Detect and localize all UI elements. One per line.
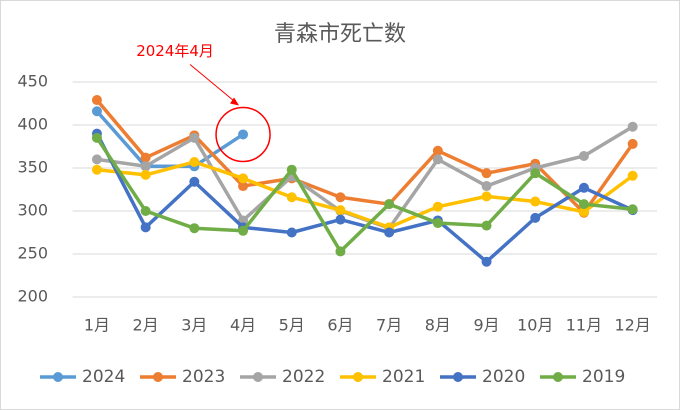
series-marker xyxy=(432,218,443,229)
series-line xyxy=(96,160,634,230)
series-marker xyxy=(91,106,102,117)
x-tick-label: 8月 xyxy=(425,316,451,335)
series-line xyxy=(95,136,633,254)
legend-marker xyxy=(353,372,363,382)
series-marker xyxy=(91,164,102,175)
series-marker xyxy=(286,227,297,238)
x-tick-label: 5月 xyxy=(279,316,305,335)
series-marker xyxy=(91,154,102,165)
series-marker xyxy=(530,212,541,223)
series-marker xyxy=(432,154,443,165)
x-tick-label: 9月 xyxy=(473,316,499,335)
legend-label: 2019 xyxy=(582,367,625,387)
series-marker xyxy=(578,199,589,210)
x-tick-label: 2月 xyxy=(133,316,159,335)
series-marker xyxy=(140,161,151,172)
legend-marker xyxy=(253,372,263,382)
legend-label: 2022 xyxy=(282,367,325,387)
annotation-circle xyxy=(215,106,271,163)
series-marker xyxy=(335,192,346,203)
series-marker xyxy=(481,220,492,231)
x-tick-label: 3月 xyxy=(181,316,207,335)
series-marker xyxy=(189,156,200,167)
chart-title: 青森市死亡数 xyxy=(274,22,406,47)
series-marker xyxy=(140,169,151,180)
series-marker xyxy=(627,170,638,181)
x-tick-label: 10月 xyxy=(517,316,553,335)
series-marker xyxy=(384,227,395,238)
y-tick-label: 300 xyxy=(17,201,48,220)
series-marker xyxy=(481,191,492,202)
series-marker xyxy=(140,206,151,216)
series-marker xyxy=(335,205,346,216)
legend-marker xyxy=(53,372,63,382)
series-marker xyxy=(578,182,589,193)
series-marker xyxy=(481,181,492,192)
legend-label: 2023 xyxy=(182,367,225,387)
series-marker xyxy=(627,138,638,149)
y-tick-label: 200 xyxy=(17,287,48,306)
series-marker xyxy=(238,181,249,192)
series-marker xyxy=(91,132,102,143)
series-marker xyxy=(189,176,200,187)
y-tick-label: 350 xyxy=(17,158,48,177)
series-marker xyxy=(140,152,151,163)
annotation-arrowhead xyxy=(230,97,240,106)
legend-marker xyxy=(453,372,463,382)
y-tick-label: 450 xyxy=(17,72,48,91)
legend-label: 2024 xyxy=(82,367,125,387)
series-marker xyxy=(140,222,151,233)
x-tick-label: 4月 xyxy=(230,316,256,335)
x-tick-label: 1月 xyxy=(84,316,110,335)
annotation-arrow xyxy=(189,64,238,104)
series-marker xyxy=(530,168,541,179)
series-marker xyxy=(335,246,346,257)
legend-label: 2021 xyxy=(382,367,425,387)
series-marker xyxy=(627,204,638,215)
series-marker xyxy=(432,145,443,156)
series-marker xyxy=(238,225,249,236)
series-marker xyxy=(286,192,297,203)
series-marker xyxy=(384,199,395,210)
series-marker xyxy=(286,164,297,175)
series-marker xyxy=(481,256,492,267)
annotation-text: 2024年4月 xyxy=(136,42,214,60)
series-marker xyxy=(189,132,200,143)
series-marker xyxy=(238,173,249,184)
x-tick-label: 12月 xyxy=(614,316,650,335)
series-marker xyxy=(578,150,589,161)
y-tick-label: 250 xyxy=(17,244,48,263)
legend-label: 2020 xyxy=(482,367,525,387)
series-marker xyxy=(481,168,492,179)
series-marker xyxy=(627,121,638,132)
series-marker xyxy=(432,201,443,212)
series-marker xyxy=(189,223,200,234)
x-tick-label: 7月 xyxy=(376,316,402,335)
series-marker xyxy=(578,206,589,217)
legend-marker xyxy=(153,372,163,382)
series-line xyxy=(95,98,635,215)
x-tick-label: 11月 xyxy=(566,316,602,335)
x-tick-label: 6月 xyxy=(327,316,353,335)
series-marker xyxy=(335,214,346,225)
legend-marker xyxy=(553,372,563,382)
series-marker xyxy=(238,129,249,140)
series-marker xyxy=(530,196,541,207)
series-line xyxy=(95,110,245,169)
y-tick-label: 400 xyxy=(17,115,48,134)
series-marker xyxy=(91,95,102,106)
